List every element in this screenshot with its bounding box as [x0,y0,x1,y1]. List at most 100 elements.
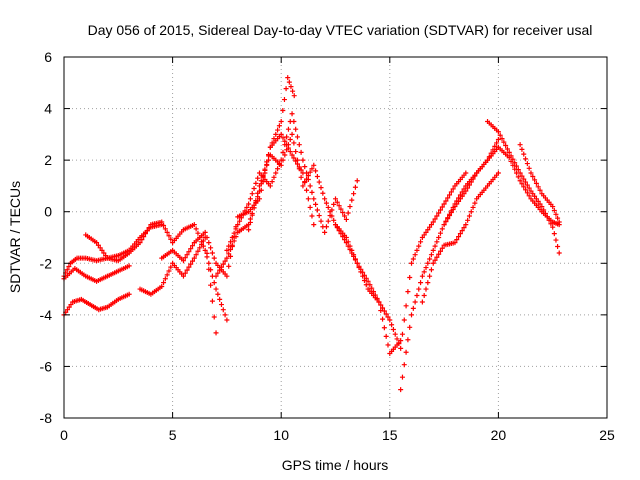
data-point [551,231,557,237]
data-point [383,311,389,317]
data-point [159,283,165,289]
data-point [166,233,172,239]
data-point [217,267,223,273]
data-point [523,156,529,162]
data-point [401,317,407,323]
data-point [463,222,469,228]
data-point [423,286,429,292]
data-point [468,179,474,185]
data-point [537,187,543,193]
data-point [202,247,208,253]
data-point [459,228,465,234]
data-point [427,224,433,230]
data-point [224,273,230,279]
data-point [523,187,529,193]
data-point [273,170,279,176]
data-point [398,387,404,393]
data-point [419,273,425,279]
data-point [247,219,253,225]
data-point [271,174,277,180]
data-point [280,135,286,141]
data-point [470,204,476,210]
data-point [524,161,530,167]
data-point [285,126,291,132]
data-point [280,108,286,114]
data-point [226,251,232,257]
data-point [307,169,313,175]
data-point [436,210,442,216]
data-point [215,270,221,276]
x-tick-label: 10 [273,427,289,443]
data-point [94,240,100,246]
data-point [333,196,338,202]
data-point [144,228,150,234]
data-point [309,213,315,219]
data-point [468,209,474,215]
data-point [249,191,255,197]
data-point [101,250,107,256]
data-point [288,84,294,90]
data-point [322,196,328,202]
data-point [334,225,340,231]
data-point [193,252,199,258]
data-point [222,312,228,318]
data-point [354,178,360,184]
data-point [294,157,300,163]
data-point [389,322,395,328]
data-point [208,245,214,251]
data-point [403,349,409,355]
data-point [352,184,358,190]
data-point [296,142,302,148]
data-point [284,134,290,140]
data-point [202,229,208,235]
data-point [229,242,235,248]
data-point [213,286,219,292]
data-point [184,267,190,273]
y-axis-label: SDTVAR / TECUs [7,181,23,293]
x-tick-label: 25 [599,427,615,443]
data-point [260,173,266,179]
data-point [365,278,371,284]
data-point [553,211,559,217]
data-point [195,248,201,254]
data-point [437,248,443,254]
data-point [313,168,319,174]
data-point [450,207,456,213]
data-point [204,250,210,256]
data-point [275,127,281,133]
data-point [302,179,308,185]
data-point [139,237,145,243]
data-point [226,263,232,269]
data-point [398,345,404,351]
data-point [300,157,306,163]
data-point [206,240,212,246]
y-tick-label: -6 [40,358,53,374]
data-point [218,302,224,308]
data-point [233,226,239,232]
data-point [466,213,472,219]
data-point [515,174,521,180]
data-point [262,167,268,173]
data-point [441,201,447,207]
data-point [398,338,404,344]
data-point [307,183,313,189]
data-point [441,222,447,228]
data-point [530,173,536,179]
data-point [126,291,132,297]
data-point [380,305,386,311]
data-point [466,182,472,188]
data-point [323,224,329,230]
data-point [316,213,322,219]
data-point [240,211,246,217]
data-point [356,263,362,269]
data-point [199,241,205,247]
data-point [244,204,250,210]
data-point [293,149,299,155]
data-point [405,289,411,295]
data-point [374,296,380,302]
data-point [437,207,443,213]
data-point [291,118,297,124]
data-point [218,264,224,270]
data-point [338,231,344,237]
